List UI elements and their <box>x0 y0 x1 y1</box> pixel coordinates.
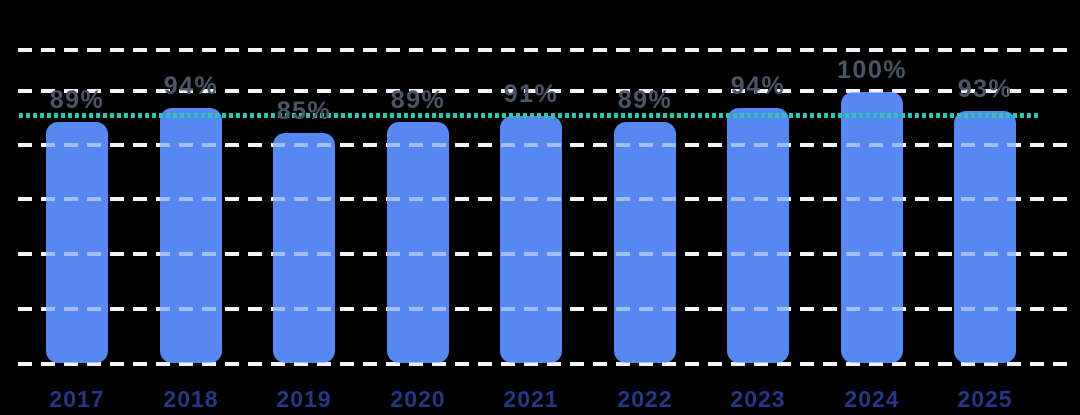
bar-2019 <box>273 133 335 363</box>
bar-value-label: 89% <box>617 86 673 114</box>
gridline-dashed-0 <box>18 48 1070 52</box>
gridline-overlay-6 <box>18 362 1070 366</box>
average-line-dotted <box>19 113 1038 118</box>
gridline-dashed-1 <box>18 89 1070 93</box>
gridline-overlay-5 <box>18 307 1070 311</box>
bar-value-label: 94% <box>163 72 219 100</box>
bar-value-label: 85% <box>276 97 332 125</box>
gridline-overlay-4 <box>18 252 1070 256</box>
bar-value-label: 100% <box>837 56 907 84</box>
x-axis-label: 2019 <box>276 386 332 412</box>
gridline-overlay-2 <box>18 143 1070 147</box>
x-axis-label: 2022 <box>617 386 673 412</box>
bar-value-label: 93% <box>957 75 1013 103</box>
bar-2018 <box>160 108 222 363</box>
bar-2025 <box>954 111 1016 363</box>
x-axis-label: 2024 <box>844 386 900 412</box>
gridline-dashed-6 <box>18 362 1070 366</box>
gridline-overlay-0 <box>18 48 1070 52</box>
bar-2020 <box>387 122 449 363</box>
gridline-overlay-3 <box>18 197 1070 201</box>
bar-2024 <box>841 92 903 363</box>
bar-2023 <box>727 108 789 363</box>
x-axis-label: 2020 <box>390 386 446 412</box>
bar-2017 <box>46 122 108 363</box>
bar-2022 <box>614 122 676 363</box>
bar-value-label: 91% <box>503 80 559 108</box>
x-axis-label: 2021 <box>503 386 559 412</box>
bar-2021 <box>500 116 562 363</box>
x-axis-label: 2023 <box>730 386 786 412</box>
x-axis-label: 2025 <box>957 386 1013 412</box>
bar-value-label: 94% <box>730 72 786 100</box>
x-axis-label: 2017 <box>49 386 105 412</box>
gridline-overlay-1 <box>18 89 1070 93</box>
bar-value-label: 89% <box>49 86 105 114</box>
bar-value-label: 89% <box>390 86 446 114</box>
x-axis-label: 2018 <box>163 386 219 412</box>
